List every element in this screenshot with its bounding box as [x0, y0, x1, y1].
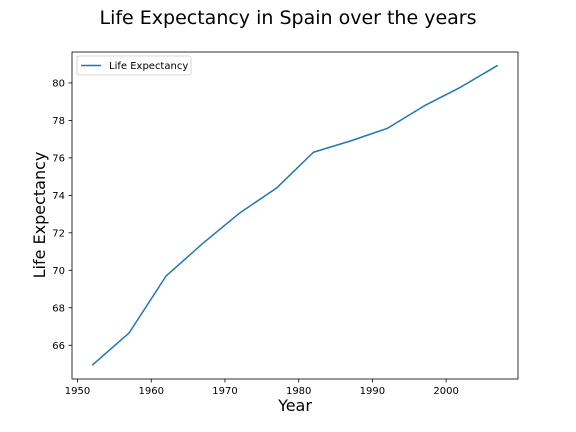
x-tick-label: 1950	[65, 386, 90, 397]
y-tick-label: 76	[52, 153, 65, 164]
legend-label: Life Expectancy	[109, 61, 188, 72]
x-tick-label: 1980	[286, 386, 311, 397]
y-tick-label: 70	[52, 266, 65, 277]
y-tick-label: 80	[52, 78, 65, 89]
x-tick-label: 1990	[360, 386, 385, 397]
x-axis: 1950 1960 1970 1980 1990 2000	[65, 379, 459, 397]
legend: Life Expectancy	[76, 55, 192, 76]
series-layer	[91, 64, 499, 366]
y-tick-label: 66	[52, 341, 65, 352]
plot-area	[71, 51, 519, 380]
series-line	[91, 64, 499, 366]
x-tick-label: 1960	[139, 386, 164, 397]
x-tick-label: 2000	[433, 386, 458, 397]
legend-box	[76, 55, 192, 76]
x-tick-label: 1970	[212, 386, 237, 397]
y-tick-label: 72	[52, 228, 65, 239]
y-tick-label: 74	[52, 191, 65, 202]
y-axis: 66 68 70 72 74 76 78 80	[52, 78, 72, 352]
y-tick-label: 78	[52, 116, 65, 127]
x-axis-label: Year	[277, 396, 312, 415]
chart-title: Life Expectancy in Spain over the years	[100, 7, 477, 29]
y-tick-label: 68	[52, 303, 65, 314]
y-axis-label: Life Expectancy	[30, 152, 49, 279]
